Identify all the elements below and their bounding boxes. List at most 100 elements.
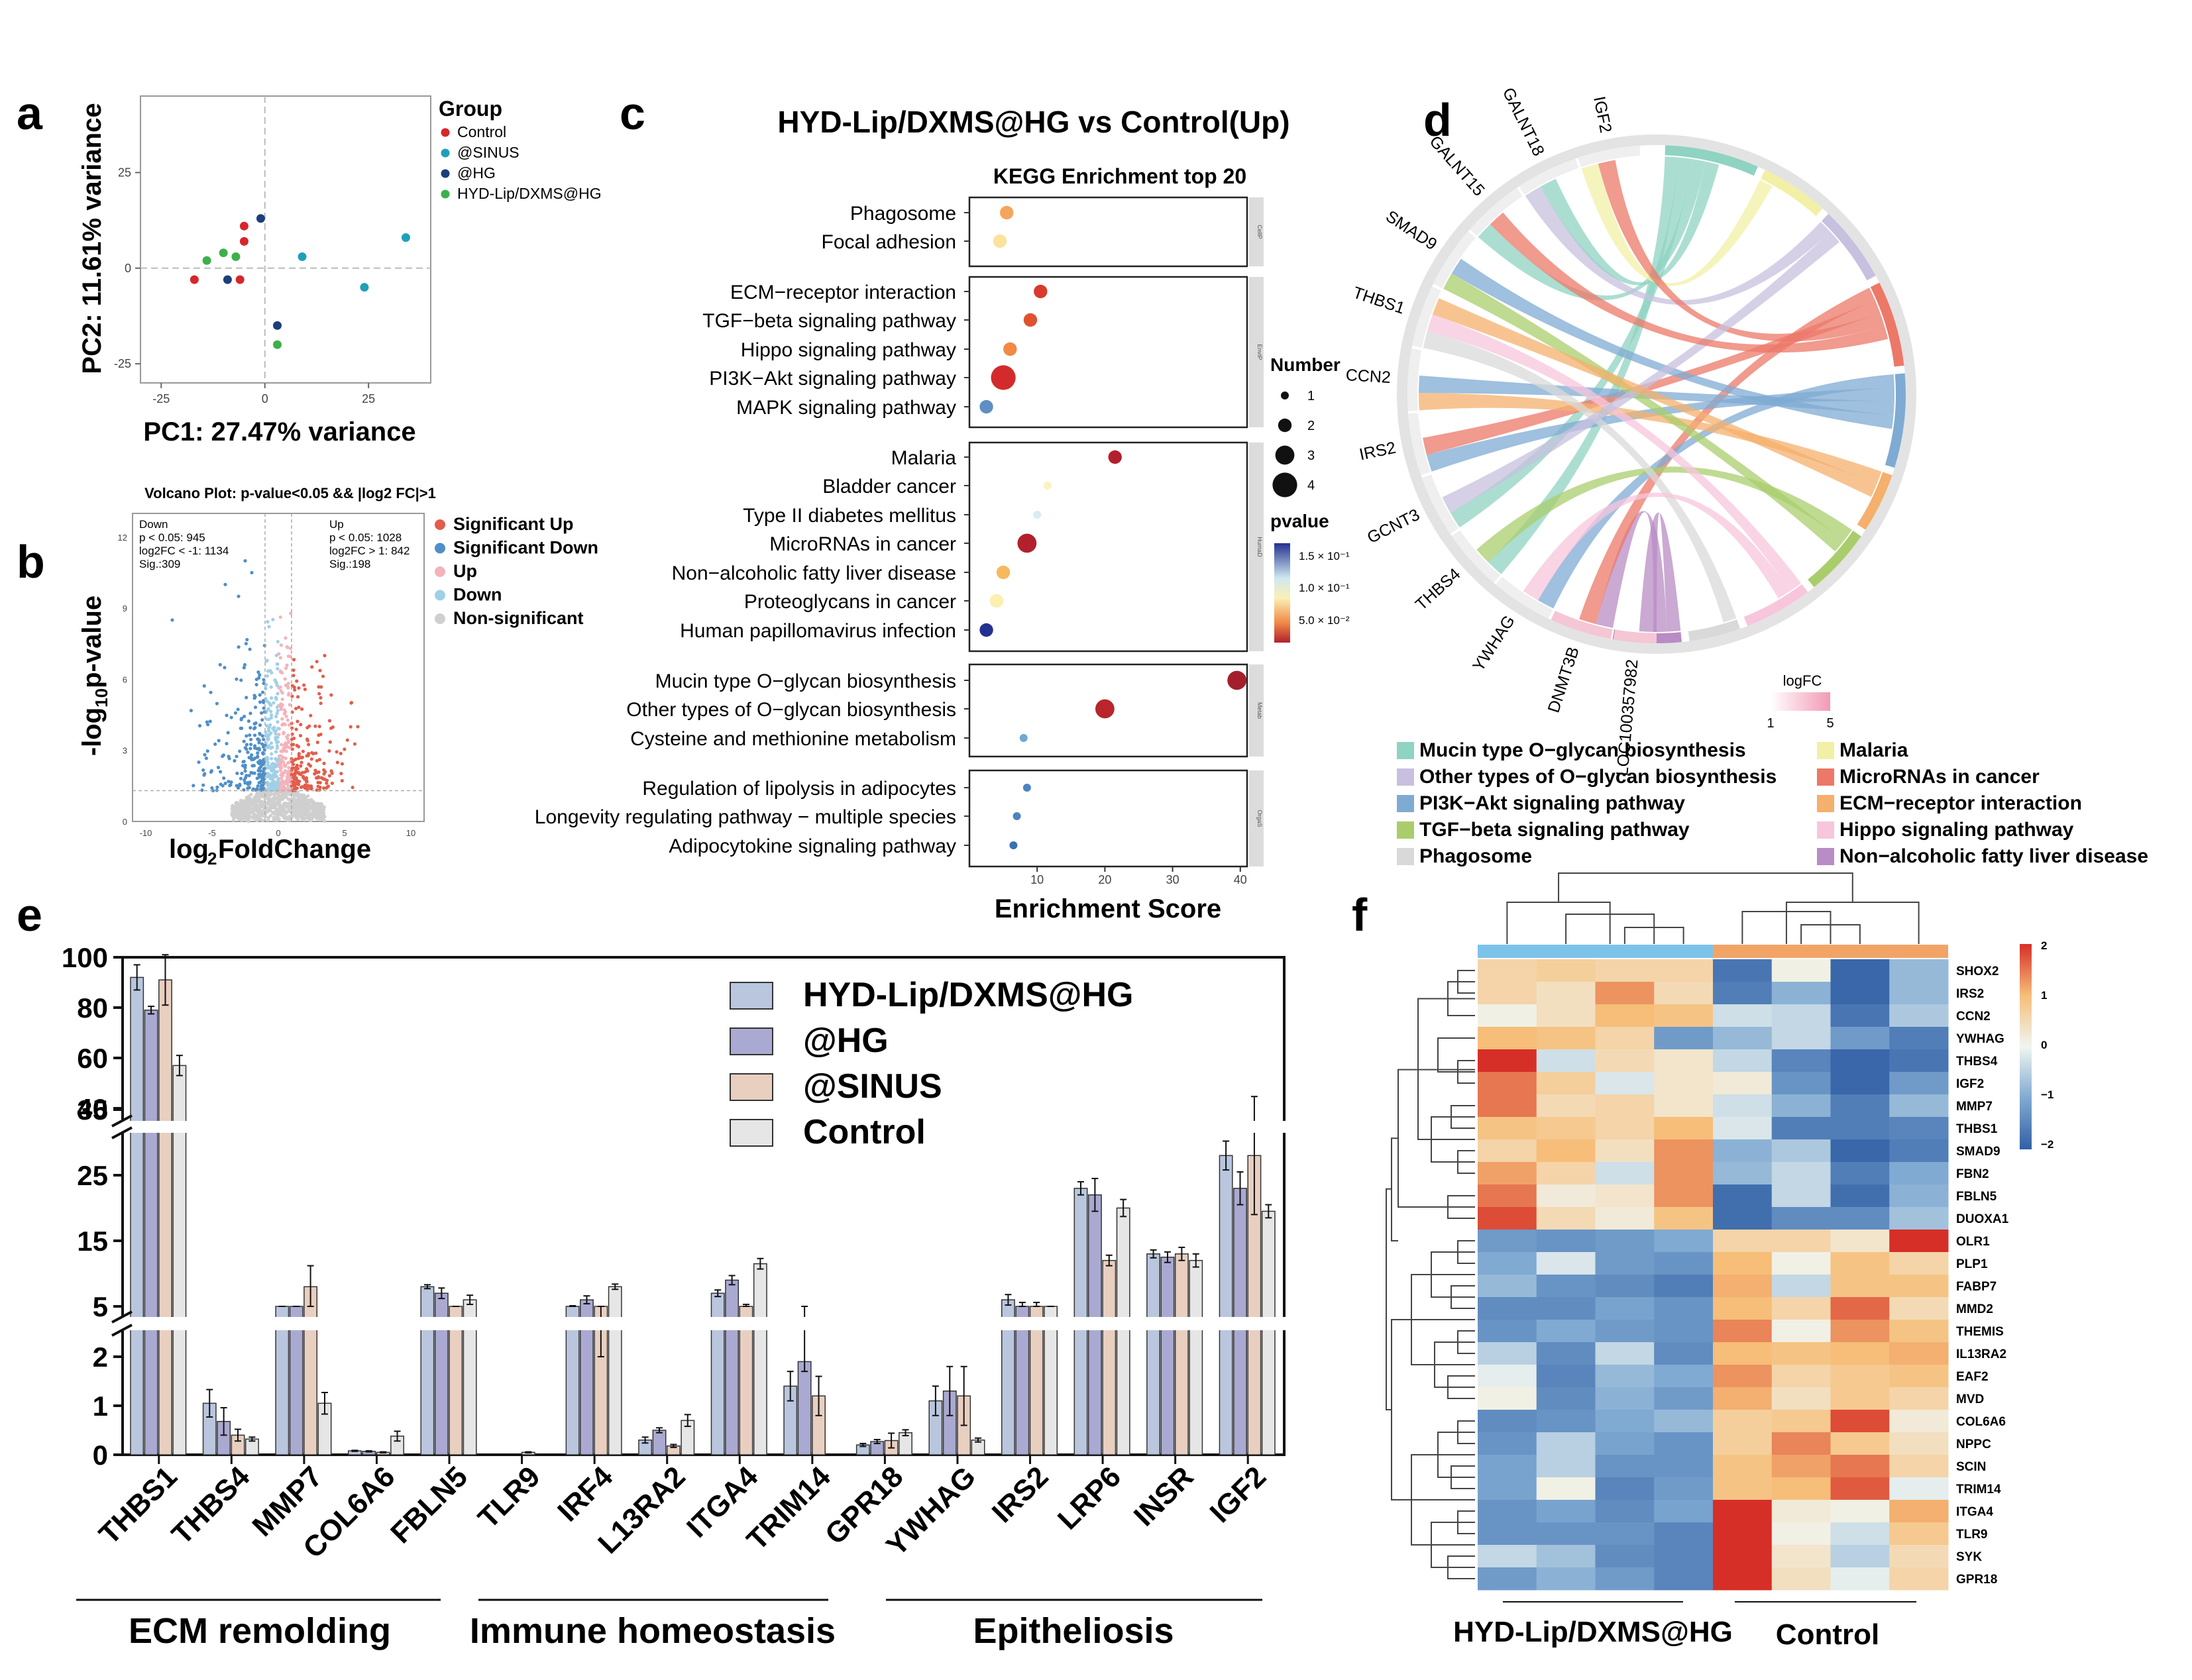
volcano-down-stat: Sig.:309 <box>139 558 180 570</box>
volcano-point <box>272 768 276 772</box>
heatmap-cell <box>1654 959 1714 982</box>
panel-label-f: f <box>1352 889 1368 941</box>
volcano-point <box>278 656 282 660</box>
heatmap-cell <box>1478 1072 1537 1095</box>
heatmap-cell <box>1771 1072 1831 1095</box>
bar-x-tick-label: IGF2 <box>1203 1460 1272 1529</box>
bar-axis-break <box>103 1317 1304 1330</box>
chord-gene-label: DNMT3B <box>1545 645 1583 715</box>
volcano-point <box>306 753 310 758</box>
heatmap-cell <box>1713 1139 1773 1163</box>
heatmap-row-label: THBS1 <box>1956 1122 1998 1136</box>
kegg-term-label: Bladder cancer <box>822 476 956 498</box>
heatmap-cell <box>1536 1410 1596 1433</box>
heatmap-cell <box>1830 1027 1890 1050</box>
volcano-point <box>264 723 268 728</box>
volcano-point <box>247 819 250 823</box>
volcano-point <box>246 751 250 755</box>
volcano-point <box>269 768 273 772</box>
volcano-point <box>227 757 231 761</box>
heatmap-cell <box>1713 1387 1773 1410</box>
heatmap-cell <box>1830 982 1890 1005</box>
volcano-point <box>307 762 311 766</box>
chord-ribbon <box>1423 299 1881 455</box>
heatmap-row-label: TRIM14 <box>1956 1483 2001 1496</box>
heatmap-cell <box>1595 1297 1655 1320</box>
kegg-dot <box>996 565 1011 580</box>
heatmap-cell <box>1771 982 1831 1005</box>
heatmap-row-label: MMD2 <box>1956 1302 1993 1316</box>
heatmap-cell <box>1478 1049 1537 1073</box>
volcano-point <box>269 709 273 713</box>
heatmap-cell <box>1889 1139 1949 1163</box>
volcano-point <box>257 781 261 785</box>
volcano-point <box>319 802 323 806</box>
volcano-point <box>258 774 262 779</box>
heatmap-cell <box>1830 1567 1890 1591</box>
heatmap-cell <box>1536 1432 1596 1455</box>
volcano-point <box>282 784 286 788</box>
volcano-point <box>231 804 235 808</box>
volcano-point <box>272 701 276 705</box>
volcano-point <box>299 815 303 819</box>
volcano-point <box>243 769 247 773</box>
volcano-point <box>266 757 270 761</box>
heatmap-cell <box>1771 1342 1831 1365</box>
heatmap-cell <box>1478 1027 1537 1050</box>
volcano-point <box>303 786 307 790</box>
volcano-point <box>260 718 264 722</box>
volcano-point <box>340 762 345 766</box>
volcano-x-tick-label: -5 <box>208 828 216 838</box>
volcano-legend-marker <box>435 519 445 530</box>
heatmap-cell <box>1771 1139 1831 1163</box>
heatmap-cell <box>1654 1545 1714 1568</box>
volcano-point <box>297 686 301 690</box>
volcano-point <box>309 757 313 761</box>
kegg-term-label: Mucin type O−glycan biosynthesis <box>655 670 956 692</box>
pca-legend-title: Group <box>439 97 502 121</box>
heatmap-row-label: MMP7 <box>1956 1100 1993 1114</box>
volcano-point <box>277 686 281 690</box>
volcano-point <box>266 800 270 804</box>
volcano-point <box>274 750 278 754</box>
heatmap-cell <box>1478 1297 1537 1320</box>
heatmap-cell <box>1889 1365 1949 1388</box>
heatmap-cell <box>1771 1297 1831 1320</box>
volcano-point <box>292 685 296 690</box>
volcano-point <box>242 739 246 743</box>
volcano-point <box>248 726 252 730</box>
volcano-point <box>235 771 239 776</box>
heatmap-cell <box>1889 1432 1949 1455</box>
heatmap-cell <box>1771 1320 1831 1343</box>
volcano-point <box>280 706 284 710</box>
chord-gene-sector <box>1551 610 1613 639</box>
heatmap-cell <box>1830 1275 1890 1298</box>
heatmap-cell <box>1654 1522 1714 1546</box>
heatmap-cell <box>1595 1094 1655 1118</box>
volcano-y-tick-label: 6 <box>123 674 127 684</box>
heatmap-cell <box>1536 1252 1596 1275</box>
volcano-point <box>261 769 266 774</box>
kegg-dot <box>993 234 1007 248</box>
volcano-point <box>295 679 299 683</box>
volcano-point <box>315 815 319 819</box>
heatmap-cell <box>1536 1275 1596 1298</box>
heatmap-cell <box>1536 1162 1596 1185</box>
heatmap-cell <box>1478 1342 1537 1365</box>
kegg-color-legend-title: pvalue <box>1270 511 1329 531</box>
heatmap-row-label: CCN2 <box>1956 1010 1991 1024</box>
volcano-point <box>282 814 286 817</box>
volcano-point <box>276 639 280 644</box>
heatmap-cell <box>1771 959 1831 982</box>
pca-point <box>272 340 282 349</box>
volcano-point <box>292 736 296 741</box>
heatmap-cell <box>1830 1365 1890 1388</box>
kegg-strip <box>1249 277 1264 427</box>
volcano-point <box>319 685 323 689</box>
volcano-point <box>276 778 280 782</box>
volcano-point <box>221 753 226 757</box>
volcano-point <box>327 774 331 778</box>
volcano-point <box>213 742 217 746</box>
volcano-point <box>300 756 303 760</box>
